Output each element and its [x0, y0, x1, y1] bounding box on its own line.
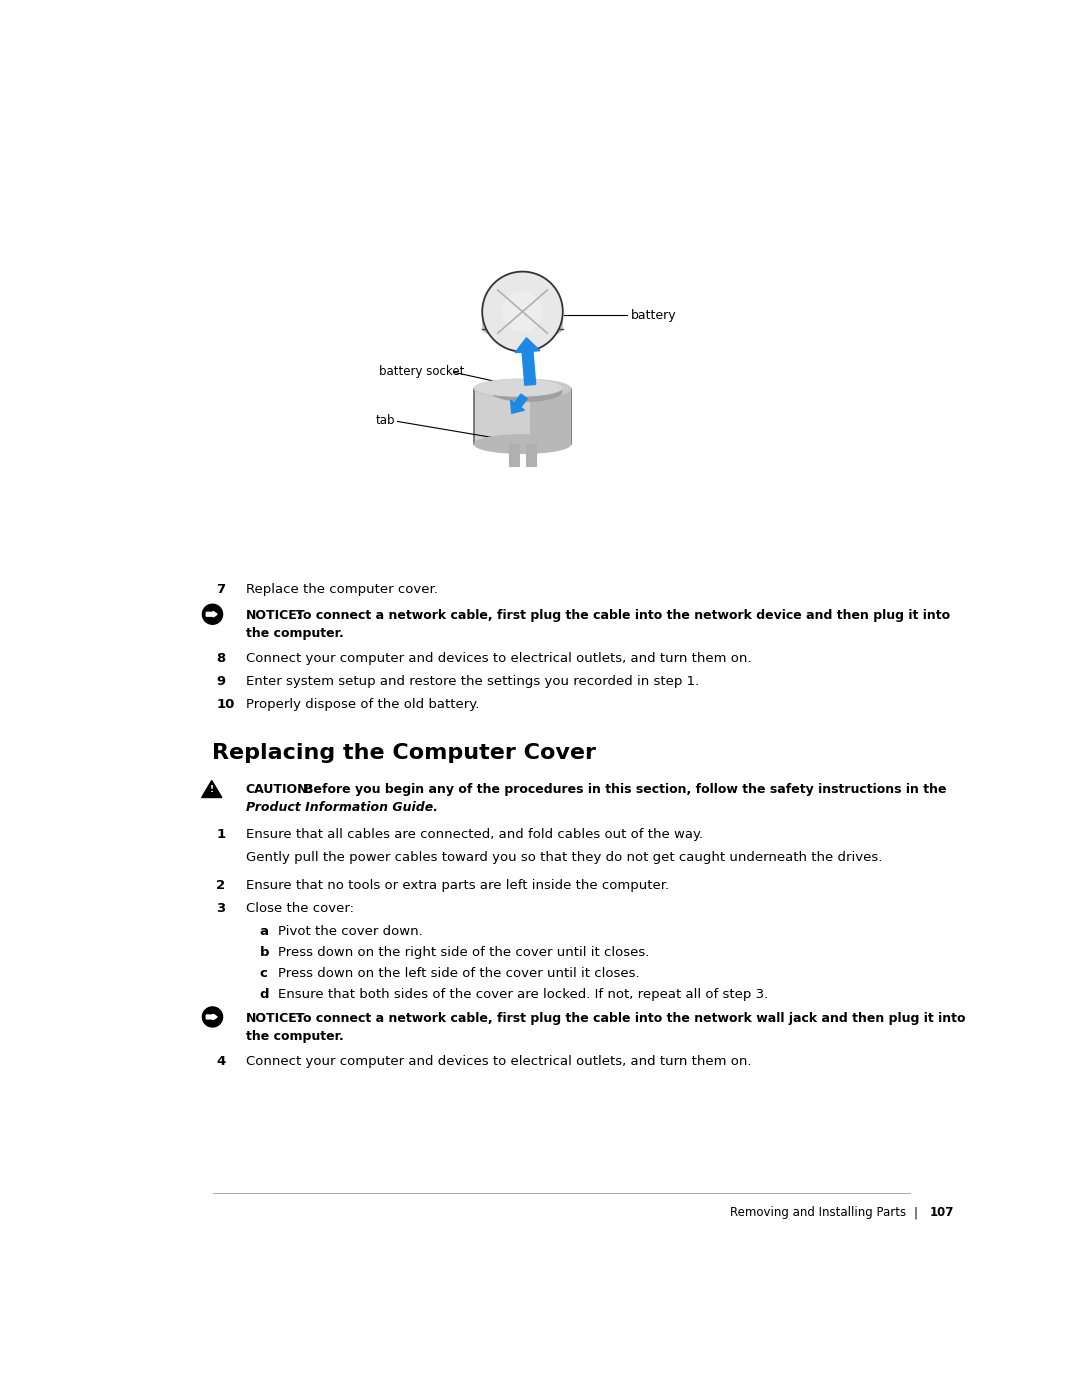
Text: 4: 4 [216, 1055, 226, 1067]
Ellipse shape [490, 381, 563, 402]
Circle shape [202, 605, 222, 624]
Text: To connect a network cable, first plug the cable into the network wall jack and : To connect a network cable, first plug t… [296, 1011, 966, 1024]
Text: 10: 10 [216, 698, 234, 711]
Text: Replacing the Computer Cover: Replacing the Computer Cover [213, 743, 596, 763]
Text: Before you begin any of the procedures in this section, follow the safety instru: Before you begin any of the procedures i… [303, 782, 946, 796]
Text: Replace the computer cover.: Replace the computer cover. [246, 583, 437, 595]
Text: 8: 8 [216, 652, 226, 665]
Text: 107: 107 [930, 1207, 954, 1220]
Text: the computer.: the computer. [246, 627, 343, 640]
Bar [509, 444, 519, 465]
Circle shape [502, 292, 542, 331]
FancyArrow shape [206, 612, 217, 617]
Text: CAUTION:: CAUTION: [246, 782, 313, 796]
Text: Ensure that both sides of the cover are locked. If not, repeat all of step 3.: Ensure that both sides of the cover are … [279, 988, 769, 1000]
Bar [509, 444, 537, 448]
Text: b: b [260, 946, 269, 960]
FancyArrow shape [511, 394, 527, 414]
Text: battery socket: battery socket [379, 365, 464, 379]
Text: Ensure that all cables are connected, and fold cables out of the way.: Ensure that all cables are connected, an… [246, 828, 703, 841]
Text: To connect a network cable, first plug the cable into the network device and the: To connect a network cable, first plug t… [296, 609, 950, 622]
Bar [474, 388, 570, 444]
Text: NOTICE:: NOTICE: [246, 1011, 302, 1024]
Bar [482, 312, 563, 328]
Text: NOTICE:: NOTICE: [246, 609, 302, 622]
Text: |: | [914, 1207, 917, 1220]
Text: Pivot the cover down.: Pivot the cover down. [279, 925, 423, 939]
Text: Product Information Guide.: Product Information Guide. [246, 802, 437, 814]
Text: !: ! [210, 785, 214, 795]
Text: Connect your computer and devices to electrical outlets, and turn them on.: Connect your computer and devices to ele… [246, 652, 752, 665]
Ellipse shape [474, 434, 570, 453]
Circle shape [202, 1007, 222, 1027]
Polygon shape [202, 781, 221, 798]
Text: 7: 7 [216, 583, 226, 595]
Text: Removing and Installing Parts: Removing and Installing Parts [730, 1207, 906, 1220]
Text: 3: 3 [216, 902, 226, 915]
Text: Press down on the left side of the cover until it closes.: Press down on the left side of the cover… [279, 967, 640, 979]
Text: d: d [260, 988, 269, 1000]
Ellipse shape [474, 380, 570, 398]
Bar [526, 444, 537, 465]
Ellipse shape [482, 317, 563, 339]
Text: Press down on the right side of the cover until it closes.: Press down on the right side of the cove… [279, 946, 650, 960]
Text: 1: 1 [216, 828, 226, 841]
Circle shape [482, 271, 563, 352]
Text: 2: 2 [216, 879, 226, 893]
Text: tab: tab [375, 415, 395, 427]
FancyArrow shape [515, 338, 540, 386]
Ellipse shape [475, 380, 562, 397]
Text: the computer.: the computer. [246, 1030, 343, 1044]
Text: Close the cover:: Close the cover: [246, 902, 354, 915]
Text: c: c [260, 967, 268, 979]
Text: Gently pull the power cables toward you so that they do not get caught underneat: Gently pull the power cables toward you … [246, 851, 882, 865]
Bar [530, 388, 570, 444]
FancyArrow shape [206, 1014, 217, 1020]
Text: Ensure that no tools or extra parts are left inside the computer.: Ensure that no tools or extra parts are … [246, 879, 669, 893]
Text: Enter system setup and restore the settings you recorded in step 1.: Enter system setup and restore the setti… [246, 675, 699, 689]
Text: Properly dispose of the old battery.: Properly dispose of the old battery. [246, 698, 480, 711]
Text: battery: battery [631, 309, 677, 321]
Text: a: a [260, 925, 269, 939]
Text: 9: 9 [216, 675, 226, 689]
Text: Connect your computer and devices to electrical outlets, and turn them on.: Connect your computer and devices to ele… [246, 1055, 752, 1067]
